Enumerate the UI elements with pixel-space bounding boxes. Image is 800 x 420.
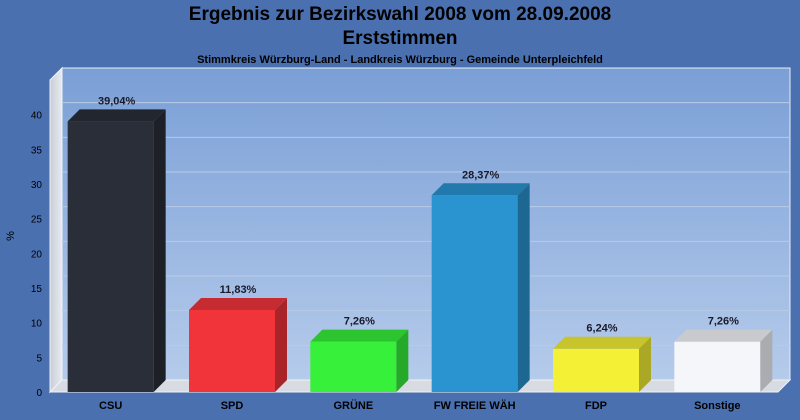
y-tick-label: 0 bbox=[36, 388, 42, 399]
y-axis-ticks: 0 5 10 15 20 25 30 35 40 bbox=[31, 111, 43, 399]
y-tick-label: 40 bbox=[31, 111, 43, 122]
bar-fw-freie-wäh: 28,37% bbox=[431, 169, 530, 392]
x-category-label: GRÜNE bbox=[333, 399, 373, 412]
chart-location: Stimmkreis Würzburg-Land - Landkreis Wür… bbox=[197, 54, 603, 66]
x-category-label: SPD bbox=[221, 400, 244, 412]
back-wall bbox=[61, 67, 791, 381]
chart-title: Ergebnis zur Bezirkswahl 2008 vom 28.09.… bbox=[188, 4, 612, 25]
bar-csu: 39,04% bbox=[67, 95, 166, 393]
side-wall bbox=[49, 66, 63, 394]
bar-top bbox=[431, 183, 530, 196]
y-tick-label: 30 bbox=[31, 180, 43, 191]
data-label: 7,26% bbox=[344, 316, 375, 328]
data-label: 11,83% bbox=[220, 284, 257, 296]
bar-side bbox=[396, 329, 409, 392]
x-category-label: Sonstige bbox=[694, 400, 740, 412]
bar-sonstige: 7,26% bbox=[674, 316, 773, 392]
bar-front bbox=[553, 348, 639, 392]
x-category-label: FW FREIE WÄH bbox=[434, 399, 516, 412]
bar-front bbox=[67, 121, 154, 393]
y-tick-label: 35 bbox=[31, 145, 43, 156]
bar-top bbox=[674, 329, 773, 342]
bar-side bbox=[153, 109, 166, 393]
y-axis-label: % bbox=[5, 231, 17, 241]
bar-top bbox=[67, 109, 166, 122]
bar-side bbox=[639, 336, 651, 392]
y-tick-label: 20 bbox=[31, 249, 43, 260]
x-axis-categories: CSU SPD GRÜNE FW FREIE WÄH FDP Sonstige bbox=[99, 399, 741, 412]
bar-front bbox=[674, 341, 761, 392]
y-tick-label: 5 bbox=[36, 353, 42, 364]
x-category-label: CSU bbox=[99, 400, 122, 412]
bar-spd: 11,83% bbox=[189, 284, 287, 392]
x-category-label: FDP bbox=[585, 400, 607, 412]
y-tick-label: 25 bbox=[31, 215, 43, 226]
bar-top bbox=[189, 297, 287, 310]
data-label: 28,37% bbox=[462, 169, 500, 181]
bar-side bbox=[517, 183, 530, 392]
gridlines bbox=[62, 102, 790, 346]
bar-fdp: 6,24% bbox=[553, 323, 651, 392]
bar-side bbox=[275, 297, 287, 392]
chart-subtitle: Erststimmen bbox=[342, 28, 458, 49]
bar-side bbox=[760, 329, 773, 392]
bar-front bbox=[431, 195, 518, 392]
data-label: 39,04% bbox=[98, 95, 136, 107]
data-label: 7,26% bbox=[708, 316, 739, 328]
data-label: 6,24% bbox=[586, 323, 617, 335]
bar-grüne: 7,26% bbox=[310, 316, 409, 392]
bars: 39,04% 11,83% 7,26% 28,37% 6,24% 7,26% bbox=[67, 95, 773, 393]
bar-top bbox=[553, 336, 651, 349]
y-tick-label: 15 bbox=[31, 284, 43, 295]
bar-front bbox=[189, 309, 275, 392]
bar-top bbox=[310, 329, 409, 342]
y-tick-label: 10 bbox=[31, 319, 43, 330]
bar-front bbox=[310, 341, 397, 392]
